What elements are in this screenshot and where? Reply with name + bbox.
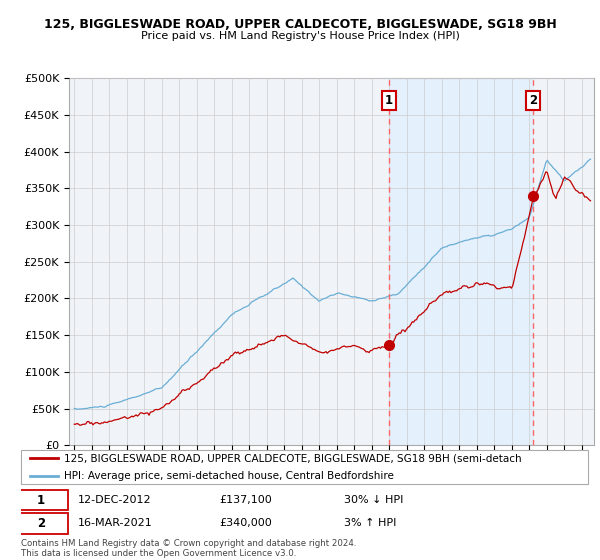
FancyBboxPatch shape xyxy=(14,513,68,534)
Text: Contains HM Land Registry data © Crown copyright and database right 2024.
This d: Contains HM Land Registry data © Crown c… xyxy=(21,539,356,558)
Text: 2: 2 xyxy=(529,94,537,107)
Text: Price paid vs. HM Land Registry's House Price Index (HPI): Price paid vs. HM Land Registry's House … xyxy=(140,31,460,41)
Text: 125, BIGGLESWADE ROAD, UPPER CALDECOTE, BIGGLESWADE, SG18 9BH (semi-detach: 125, BIGGLESWADE ROAD, UPPER CALDECOTE, … xyxy=(64,454,521,463)
Text: 16-MAR-2021: 16-MAR-2021 xyxy=(78,518,152,528)
Bar xyxy=(389,78,533,445)
Text: £137,100: £137,100 xyxy=(220,495,272,505)
FancyBboxPatch shape xyxy=(21,450,588,484)
Text: 30% ↓ HPI: 30% ↓ HPI xyxy=(344,495,404,505)
FancyBboxPatch shape xyxy=(14,489,68,510)
Text: 3% ↑ HPI: 3% ↑ HPI xyxy=(344,518,397,528)
Text: 2: 2 xyxy=(37,517,45,530)
Text: 12-DEC-2012: 12-DEC-2012 xyxy=(78,495,151,505)
Text: HPI: Average price, semi-detached house, Central Bedfordshire: HPI: Average price, semi-detached house,… xyxy=(64,471,394,480)
Text: £340,000: £340,000 xyxy=(220,518,272,528)
Text: 125, BIGGLESWADE ROAD, UPPER CALDECOTE, BIGGLESWADE, SG18 9BH: 125, BIGGLESWADE ROAD, UPPER CALDECOTE, … xyxy=(44,18,556,31)
Text: 1: 1 xyxy=(385,94,392,107)
Text: 1: 1 xyxy=(37,493,45,506)
